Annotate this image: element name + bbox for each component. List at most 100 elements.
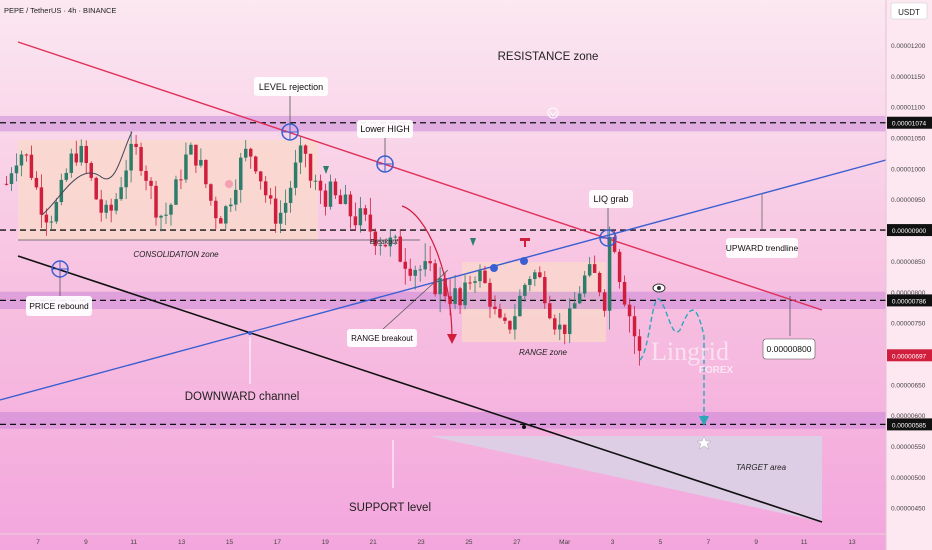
- candle: [298, 136, 303, 175]
- candle: [129, 131, 133, 183]
- candle: [293, 149, 298, 196]
- candle: [458, 286, 462, 314]
- candle: [333, 178, 338, 200]
- candle: [433, 259, 437, 297]
- range-breakout-pointer: [381, 269, 449, 331]
- y-tick-label: 0.00000850: [891, 259, 926, 266]
- candle: [134, 135, 138, 155]
- candle: [403, 248, 407, 285]
- y-tick-label: 0.00000450: [891, 506, 926, 513]
- candle: [423, 243, 427, 277]
- consolidation-zone-label: CONSOLIDATION zone: [133, 250, 219, 259]
- y-tick-label: 0.00000550: [891, 444, 926, 451]
- circle-level-rejection: [281, 123, 299, 141]
- candle: [194, 144, 198, 173]
- range-touch-point-1: [490, 264, 498, 272]
- candle: [49, 215, 54, 231]
- candle: [169, 203, 173, 226]
- candle: [84, 140, 88, 174]
- eye-icon: [652, 283, 666, 293]
- circle-lower-high: [376, 155, 394, 173]
- candle: [268, 187, 273, 205]
- downward-channel-line[interactable]: [17, 255, 823, 523]
- downward-channel-label: DOWNWARD channel: [185, 391, 300, 403]
- candle: [154, 180, 158, 226]
- candle: [582, 270, 587, 298]
- candle: [503, 313, 507, 324]
- candle: [149, 177, 153, 200]
- candle: [518, 289, 522, 317]
- circle-price-rebound: [51, 260, 69, 278]
- resistance-trendline[interactable]: [17, 41, 823, 311]
- candle: [323, 183, 328, 216]
- marker-icon-2: [470, 238, 476, 246]
- y-tick-label: 0.00001100: [891, 105, 925, 112]
- svg-text:USDT: USDT: [898, 8, 920, 17]
- consolidation-zone-box: [18, 140, 318, 240]
- marker-icon-1: [323, 166, 329, 174]
- candle: [189, 142, 193, 156]
- candle: [59, 173, 64, 206]
- candle: [383, 244, 388, 248]
- x-tick-label: 9: [754, 539, 758, 546]
- price-label-4: 0.00000585: [887, 418, 932, 431]
- decline-arrow-head: [447, 334, 457, 344]
- candle: [493, 295, 497, 315]
- x-tick-label: 5: [659, 539, 663, 546]
- candle: [104, 200, 108, 219]
- candle: [463, 275, 467, 310]
- candle: [29, 145, 34, 181]
- x-tick-label: 9: [84, 539, 88, 546]
- candle: [69, 148, 74, 178]
- candle: [413, 265, 417, 290]
- candle: [74, 140, 79, 166]
- watermark-sub: FOREX: [699, 365, 734, 376]
- candle: [597, 271, 602, 297]
- consolidation-path-sketch: [41, 131, 133, 216]
- candle: [14, 153, 19, 182]
- candle: [373, 228, 378, 256]
- candle: [378, 237, 383, 256]
- candle: [562, 324, 567, 345]
- candle: [553, 314, 557, 335]
- candle: [363, 204, 368, 222]
- y-tick-label: 0.00001000: [891, 166, 926, 173]
- candle: [199, 148, 203, 168]
- candle: [543, 271, 547, 309]
- candle: [253, 155, 258, 175]
- svg-text:LIQ grab: LIQ grab: [593, 194, 628, 204]
- candle: [124, 159, 128, 200]
- x-tick-label: 27: [513, 539, 521, 546]
- candle: [318, 174, 323, 205]
- candle: [558, 312, 562, 341]
- candle: [592, 255, 597, 274]
- candle: [358, 196, 363, 233]
- candle: [288, 180, 293, 213]
- candle: [627, 298, 632, 333]
- upward-trendline-callout: UPWARD trendline: [726, 238, 799, 258]
- upward-trendline[interactable]: [0, 159, 887, 401]
- candle: [114, 193, 118, 215]
- zone-band-2: [0, 412, 886, 429]
- candle: [587, 256, 592, 278]
- candle: [174, 175, 178, 206]
- candle: [209, 183, 213, 206]
- candle: [438, 267, 442, 313]
- level-rejection-callout: LEVEL rejection: [254, 77, 328, 96]
- x-tick-label: 7: [707, 539, 711, 546]
- target-area-region: [430, 436, 822, 522]
- candle: [348, 191, 353, 229]
- y-tick-label: 0.00000950: [891, 197, 926, 204]
- range-touch-point-2: [520, 257, 528, 265]
- svg-text:UPWARD trendline: UPWARD trendline: [726, 243, 799, 253]
- circle-liq-grab: [599, 229, 617, 247]
- currency-box[interactable]: USDT: [890, 2, 928, 20]
- candle: [632, 305, 637, 355]
- candle: [498, 303, 502, 319]
- svg-text:Lower HIGH: Lower HIGH: [360, 124, 410, 134]
- candle: [19, 150, 24, 177]
- candle: [328, 174, 333, 210]
- candle: [184, 142, 188, 183]
- candle: [79, 139, 84, 166]
